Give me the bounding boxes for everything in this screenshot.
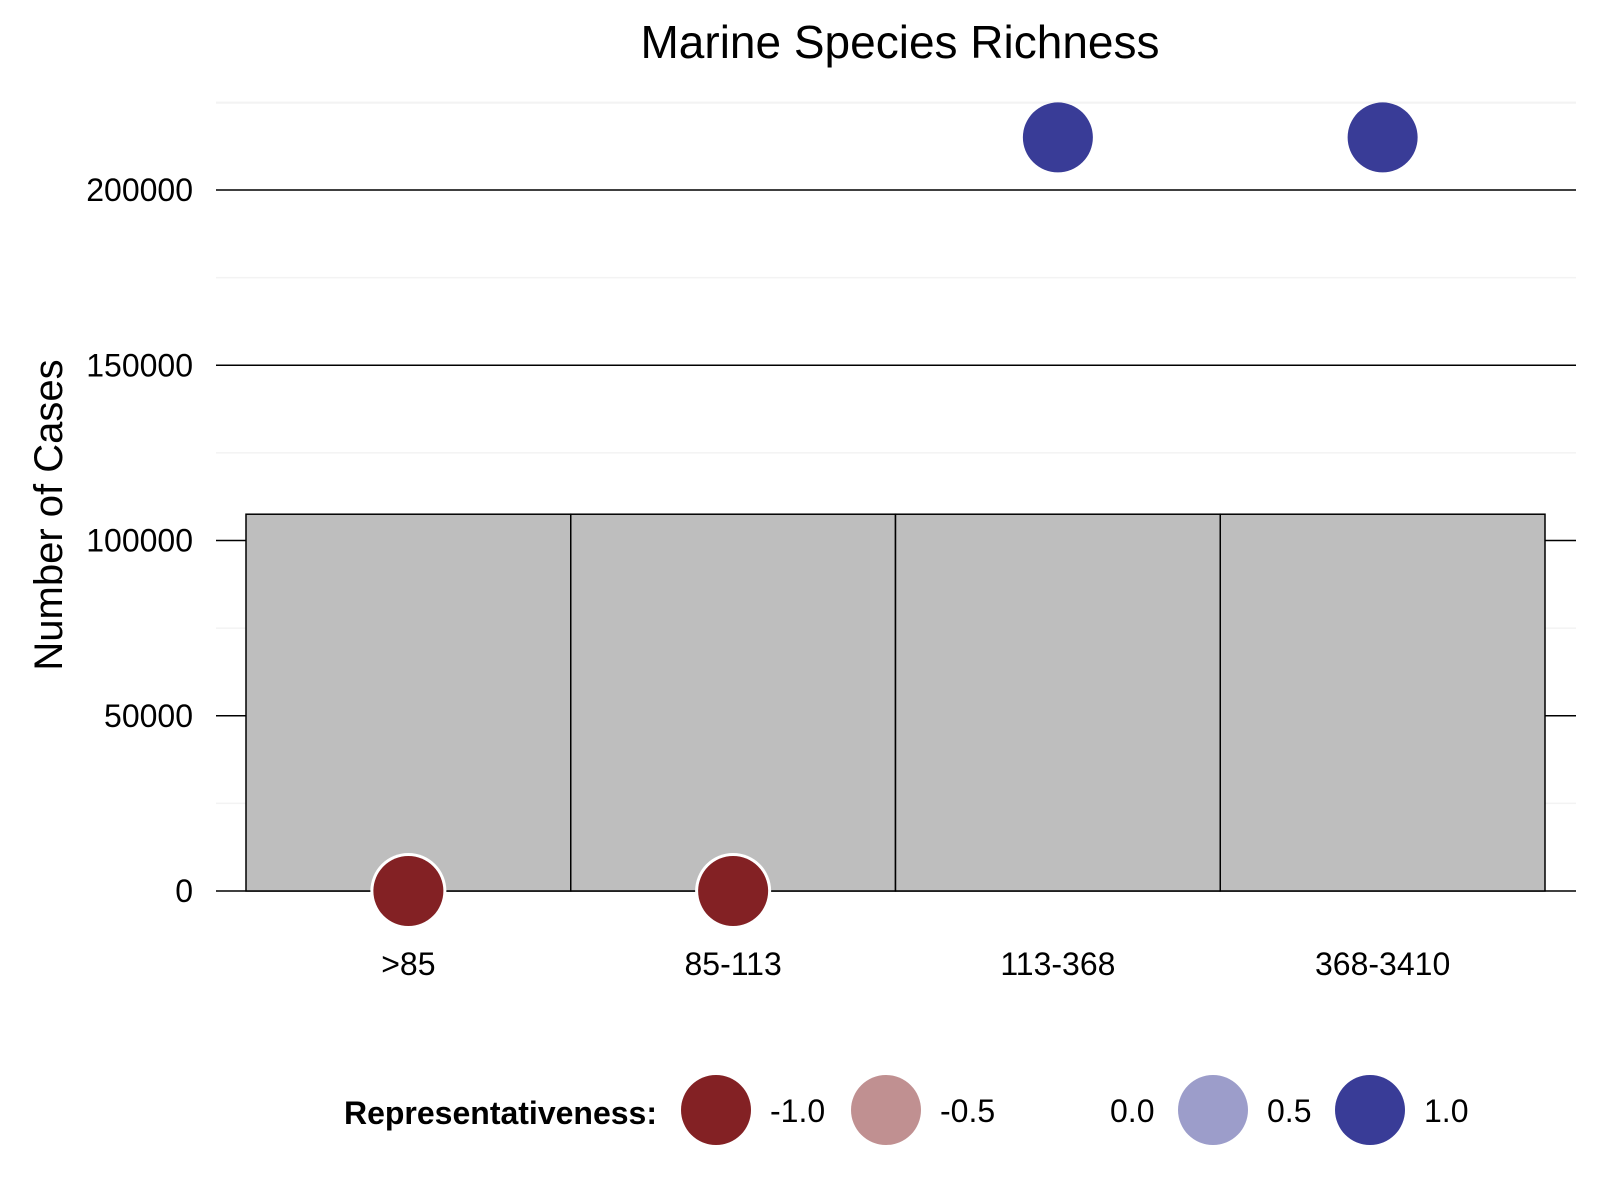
- y-tick-label: 0: [175, 873, 193, 909]
- bar: [245, 513, 572, 892]
- legend-swatch: [681, 1075, 751, 1145]
- legend-label: 1.0: [1424, 1093, 1468, 1129]
- y-axis-label: Number of Cases: [27, 359, 71, 670]
- data-point: [1022, 102, 1093, 173]
- points: [370, 102, 1418, 929]
- chart-title: Marine Species Richness: [640, 16, 1159, 68]
- data-point: [698, 856, 769, 926]
- x-tick-label: 368-3410: [1315, 946, 1450, 982]
- x-tick-label: 113-368: [1000, 946, 1115, 982]
- y-tick-label: 50000: [104, 698, 193, 734]
- bars: [245, 513, 1546, 892]
- legend-swatch: [1335, 1075, 1405, 1145]
- legend-swatch: [1178, 1075, 1248, 1145]
- y-tick-label: 150000: [86, 347, 193, 383]
- bar: [894, 513, 1221, 892]
- legend: Representativeness: -1.0 -0.5 0.0 0.5 1.0: [344, 1075, 1468, 1145]
- legend-label: 0.5: [1267, 1093, 1311, 1129]
- x-tick-label: 85-113: [684, 946, 781, 982]
- x-tick-label: >85: [381, 946, 435, 982]
- legend-label: -1.0: [770, 1093, 825, 1129]
- data-point: [373, 856, 444, 926]
- legend-title: Representativeness:: [344, 1095, 657, 1131]
- y-axis-ticks: 0 50000 100000 150000 200000: [86, 172, 193, 909]
- data-point: [1347, 102, 1418, 173]
- y-tick-label: 200000: [86, 172, 193, 208]
- legend-label: 0.0: [1110, 1093, 1154, 1129]
- bar: [1219, 513, 1546, 892]
- legend-swatch: [851, 1075, 921, 1145]
- x-axis-ticks: >85 85-113 113-368 368-3410: [381, 946, 1450, 982]
- y-tick-label: 100000: [86, 523, 193, 559]
- legend-label: -0.5: [940, 1093, 995, 1129]
- bar: [570, 513, 897, 892]
